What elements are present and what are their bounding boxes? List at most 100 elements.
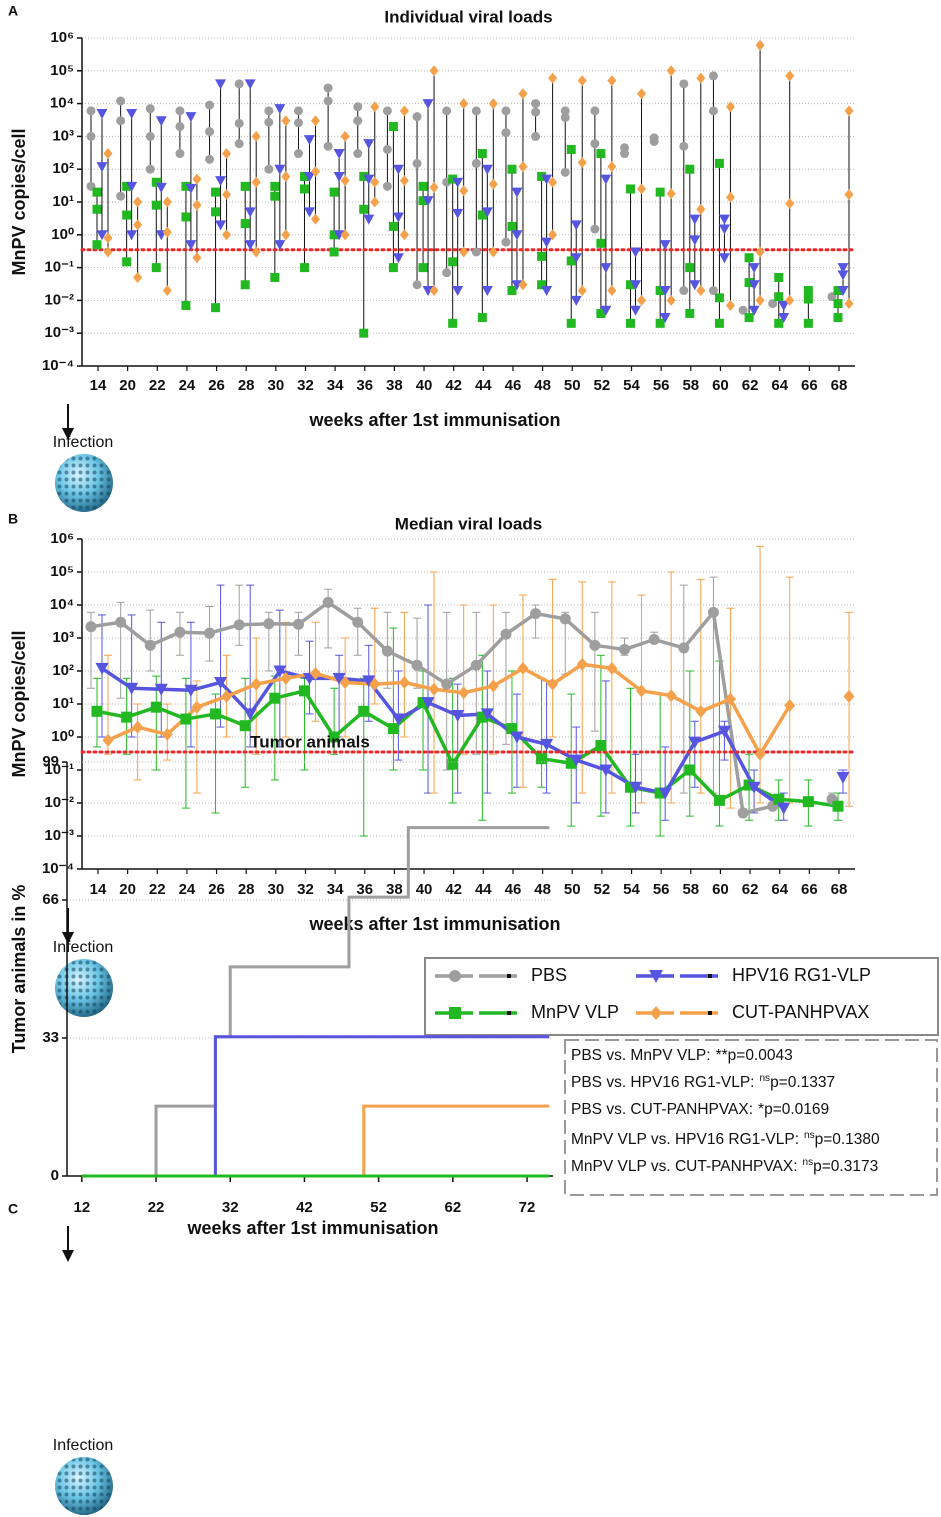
marker bbox=[600, 263, 612, 274]
marker bbox=[310, 166, 320, 178]
chart-title: Tumor animals bbox=[250, 732, 370, 751]
marker bbox=[181, 212, 191, 222]
marker bbox=[565, 757, 577, 769]
marker bbox=[724, 692, 736, 706]
marker bbox=[577, 157, 587, 169]
marker bbox=[103, 246, 113, 258]
stats-sig: ns bbox=[803, 1157, 814, 1168]
marker bbox=[655, 318, 665, 328]
marker bbox=[418, 263, 428, 273]
y-tick-label: 10⁻¹ bbox=[44, 259, 74, 276]
marker bbox=[803, 318, 813, 328]
marker bbox=[659, 240, 671, 251]
y-tick-label: 10⁻³ bbox=[44, 324, 74, 341]
marker bbox=[211, 303, 221, 313]
marker bbox=[370, 196, 380, 208]
x-tick-label: 48 bbox=[534, 377, 551, 394]
marker bbox=[560, 167, 570, 177]
marker bbox=[86, 106, 96, 116]
x-tick-label: 66 bbox=[801, 377, 818, 394]
y-tick-label: 10² bbox=[52, 662, 74, 679]
marker bbox=[264, 164, 274, 174]
marker bbox=[429, 181, 439, 193]
marker bbox=[103, 148, 113, 160]
marker bbox=[281, 115, 291, 127]
marker bbox=[566, 256, 576, 266]
x-tick-label: 62 bbox=[742, 377, 759, 394]
y-tick-label: 10¹ bbox=[52, 193, 74, 210]
marker bbox=[725, 299, 735, 311]
marker bbox=[362, 675, 376, 688]
marker bbox=[155, 116, 167, 127]
panel: C Tumor animals weeks after 1st immunisati… bbox=[8, 732, 938, 1515]
marker bbox=[637, 183, 647, 195]
marker bbox=[263, 618, 275, 630]
marker bbox=[116, 191, 126, 201]
stats-sig: ** bbox=[716, 1047, 728, 1064]
x-tick-label: 20 bbox=[119, 881, 136, 898]
marker bbox=[748, 280, 760, 291]
x-tick-label: 22 bbox=[149, 377, 166, 394]
x-tick-label: 52 bbox=[370, 1199, 387, 1216]
x-tick-label: 24 bbox=[179, 377, 196, 394]
arrow-head bbox=[62, 1250, 74, 1262]
marker bbox=[96, 108, 108, 119]
marker bbox=[518, 161, 528, 173]
x-tick-label: 60 bbox=[712, 377, 729, 394]
marker bbox=[352, 616, 364, 628]
marker bbox=[448, 174, 458, 184]
marker bbox=[381, 645, 393, 657]
marker bbox=[184, 684, 198, 697]
marker bbox=[685, 308, 695, 318]
marker bbox=[626, 184, 636, 194]
marker bbox=[292, 618, 304, 630]
marker bbox=[244, 207, 256, 218]
x-tick-label: 62 bbox=[444, 1199, 461, 1216]
chart-title: Individual viral loads bbox=[384, 7, 552, 26]
stats-p: p=0.1337 bbox=[770, 1074, 835, 1091]
marker bbox=[566, 144, 576, 154]
marker bbox=[708, 71, 718, 81]
marker bbox=[480, 708, 494, 721]
x-tick-label: 48 bbox=[534, 881, 551, 898]
marker bbox=[774, 318, 784, 328]
x-tick-label: 14 bbox=[90, 377, 107, 394]
marker bbox=[747, 781, 761, 794]
marker bbox=[570, 253, 582, 264]
marker bbox=[144, 639, 156, 651]
marker bbox=[175, 106, 185, 116]
marker bbox=[192, 173, 202, 185]
virus-texture bbox=[55, 454, 113, 512]
marker bbox=[707, 606, 719, 618]
marker bbox=[96, 230, 108, 241]
y-tick-label: 10⁻³ bbox=[44, 827, 74, 844]
marker bbox=[85, 621, 97, 633]
marker bbox=[369, 677, 381, 691]
marker bbox=[476, 711, 488, 723]
marker bbox=[785, 294, 795, 306]
panel-label: A bbox=[8, 3, 18, 19]
marker bbox=[122, 257, 132, 267]
annotation: Infection bbox=[53, 939, 113, 956]
marker bbox=[175, 122, 185, 132]
marker bbox=[293, 106, 303, 116]
marker bbox=[175, 149, 185, 159]
marker bbox=[488, 178, 498, 190]
marker bbox=[299, 171, 309, 181]
marker bbox=[132, 720, 144, 734]
x-tick-label: 36 bbox=[356, 881, 373, 898]
marker bbox=[353, 149, 363, 159]
marker bbox=[548, 176, 558, 188]
x-tick-label: 44 bbox=[475, 377, 492, 394]
marker bbox=[299, 184, 309, 194]
marker bbox=[459, 246, 469, 258]
panel: A Individual viral loads weeks after 1st i… bbox=[8, 3, 857, 512]
y-tick-label: 10⁻² bbox=[44, 794, 74, 811]
marker bbox=[837, 286, 849, 297]
marker bbox=[626, 318, 636, 328]
x-tick-label: 42 bbox=[296, 1199, 313, 1216]
x-tick-label: 68 bbox=[831, 377, 848, 394]
marker bbox=[755, 294, 765, 306]
marker bbox=[626, 280, 636, 290]
